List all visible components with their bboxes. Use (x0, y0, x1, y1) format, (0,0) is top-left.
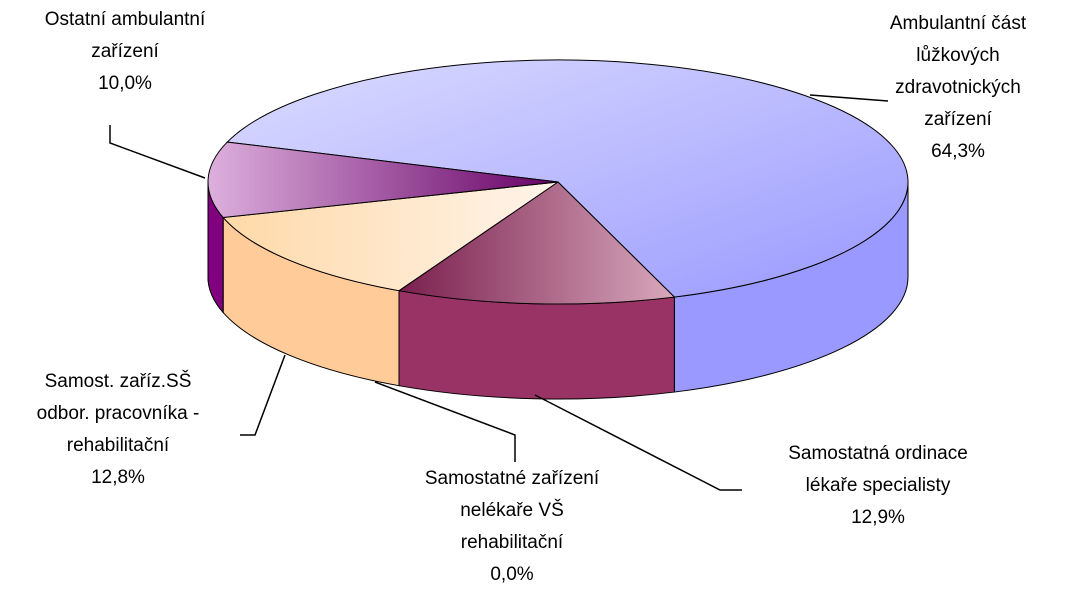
category-label: Samost. zaříz.SŠ odbor. pracovníka - reh… (36, 371, 200, 456)
slice-label: Samostatná ordinace lékaře specialisty 12… (768, 438, 988, 534)
slices (207, 59, 909, 400)
slice-side (398, 290, 675, 400)
slice-top (397, 181, 676, 305)
category-label: Ostatní ambulantní zařízení (44, 9, 206, 62)
value-label: 12,9% (851, 507, 905, 528)
value-label: 64,3% (931, 141, 985, 162)
category-label: Samostatná ordinace lékaře specialisty (788, 443, 968, 496)
slice-label: Ambulantní část lůžkových zdravotnických… (858, 8, 1058, 168)
slice (207, 141, 559, 314)
slice (222, 181, 559, 387)
slice-label: Samostatné zařízení nelékaře VŠ rehabili… (412, 463, 612, 591)
leader-line (109, 125, 206, 179)
slice-top (226, 59, 909, 298)
slice-top (207, 141, 559, 218)
leader-line (809, 94, 889, 102)
category-label: Samostatné zařízení nelékaře VŠ rehabili… (424, 468, 600, 553)
slice (397, 181, 676, 400)
slice-label: Ostatní ambulantní zařízení 10,0% (0, 4, 250, 100)
slice (226, 59, 909, 393)
value-label: 10,0% (98, 73, 152, 94)
slice-label: Samost. zaříz.SŠ odbor. pracovníka - reh… (18, 366, 218, 494)
leader-line (534, 394, 742, 491)
leader-lines (109, 94, 889, 491)
value-label: 12,8% (91, 467, 145, 488)
leader-line (374, 381, 516, 462)
value-label: 0,0% (490, 564, 534, 585)
category-label: Ambulantní část lůžkových zdravotnických… (889, 13, 1027, 130)
slice-top (222, 181, 559, 292)
leader-line (240, 354, 286, 436)
